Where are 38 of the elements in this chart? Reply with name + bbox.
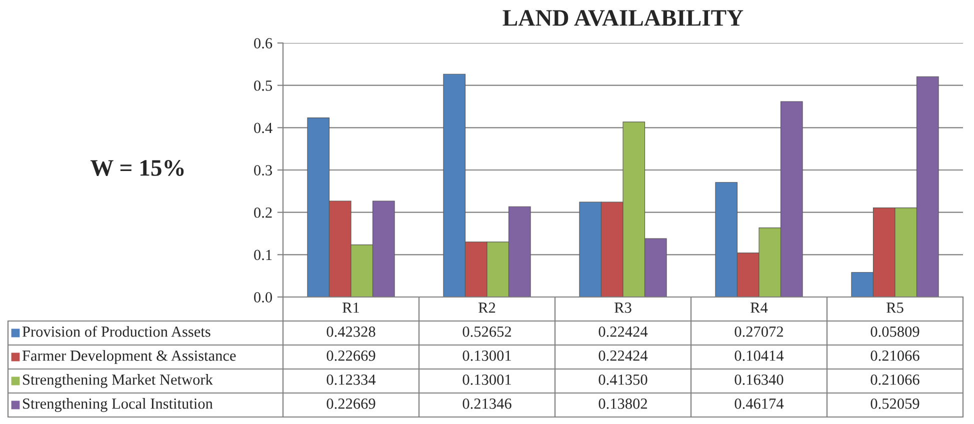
y-tick-label: 0.5 [254,80,272,91]
legend-label: Strengthening Market Network [23,374,213,388]
data-label: 0.52059 [870,398,920,409]
data-label: 0.46174 [734,398,784,409]
x-tick-label: R2 [478,302,496,313]
x-tick-label: R5 [886,302,904,313]
y-tick-label: 0.0 [254,292,272,303]
y-tick-label: 0.4 [254,122,272,134]
data-label: 0.42328 [326,326,376,337]
data-label: 0.10414 [734,350,784,361]
x-tick-label: R4 [750,302,768,313]
data-label: 0.41350 [598,374,648,385]
data-label: 0.05809 [870,326,920,337]
y-tick-label: 0.2 [254,207,272,218]
data-label: 0.12334 [326,374,376,385]
data-label: 0.13802 [598,398,647,409]
legend-label: Provision of Production Assets [22,326,210,337]
data-label: 0.22669 [326,350,376,361]
data-label: 0.13001 [462,374,511,385]
x-tick-label: R1 [342,302,359,313]
data-label: 0.22669 [326,398,376,409]
data-label: 0.22424 [598,350,648,361]
x-tick-label: R3 [614,302,632,313]
y-tick-label: 0.3 [254,165,272,176]
data-label: 0.21066 [870,374,920,385]
data-label: 0.27072 [734,326,783,337]
data-label: 0.16340 [734,374,784,385]
data-label: 0.22424 [598,326,648,337]
y-tick-label: 0.1 [254,250,272,260]
chart-title: LAND AVAILABILITY [502,10,744,26]
y-tick-label: 0.6 [254,38,272,49]
data-label: 0.52652 [462,326,511,337]
text: W = 15% [90,160,184,176]
legend-label: Strengthening Local Institution [23,398,213,412]
legend-label: Farmer Development & Assistance [22,350,236,364]
data-label: 0.21066 [870,350,920,361]
data-label: 0.21346 [462,398,512,409]
data-label: 0.13001 [462,350,511,361]
